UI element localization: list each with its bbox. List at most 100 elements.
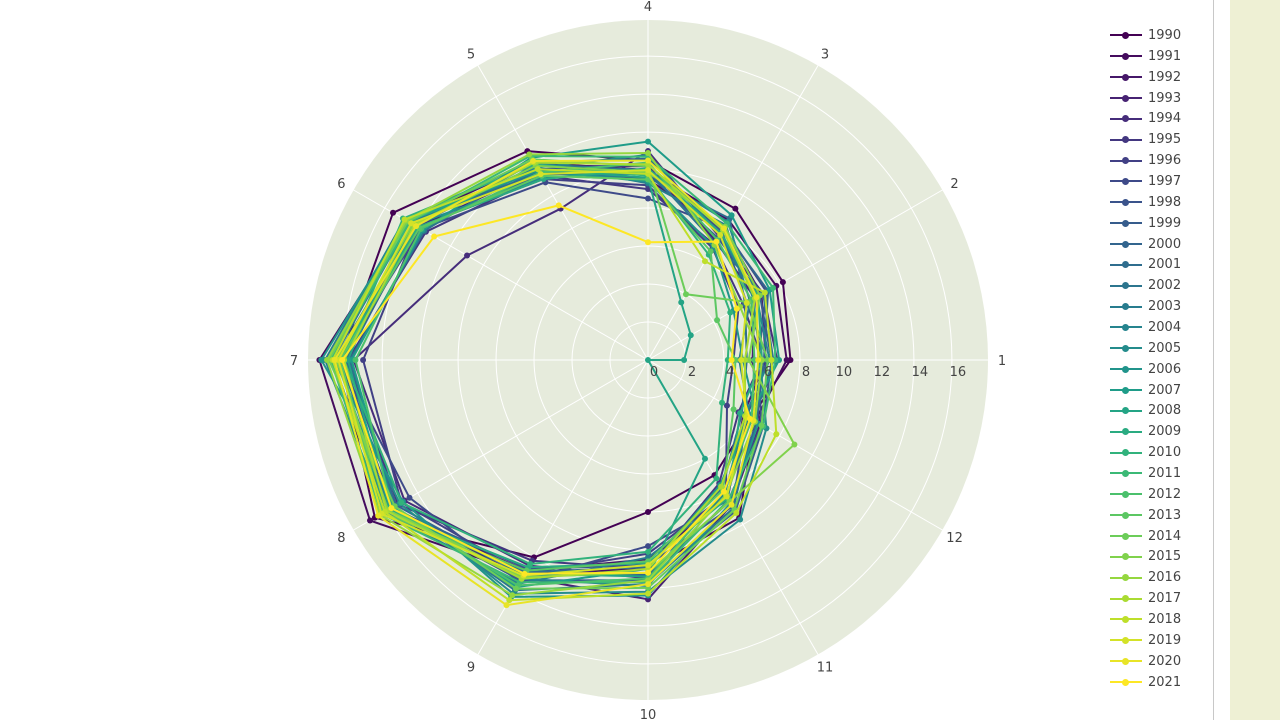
data-point-2018-m11[interactable] [733,509,740,516]
data-point-2018-m5[interactable] [534,166,541,173]
data-point-2012-m7[interactable] [352,357,359,363]
data-point-2020-m11[interactable] [728,501,735,508]
data-point-2021-m11[interactable] [720,488,727,495]
data-point-2018-m9[interactable] [506,597,513,604]
legend-item-1993[interactable]: 1993 [1108,88,1181,109]
data-point-2014-m9[interactable] [512,585,519,592]
data-point-2019-m6[interactable] [408,220,415,227]
data-point-2010-m8[interactable] [398,499,405,506]
legend-item-2007[interactable]: 2007 [1108,380,1181,401]
data-point-2010-m12[interactable] [719,399,726,406]
data-point-2015-m12[interactable] [791,441,798,448]
data-point-1990-m2[interactable] [779,279,786,286]
data-point-2010-m9[interactable] [527,560,534,567]
data-point-2020-m7[interactable] [331,357,338,363]
data-point-2010-m10[interactable] [645,548,651,555]
legend-item-2011[interactable]: 2011 [1108,463,1181,484]
data-point-2019-m2[interactable] [743,300,750,307]
data-point-1991-m8[interactable] [367,517,374,524]
data-point-2010-m2[interactable] [727,309,734,316]
legend-item-2018[interactable]: 2018 [1108,609,1181,630]
data-point-2020-m5[interactable] [530,157,537,164]
data-point-2008-m3[interactable] [678,299,685,306]
data-point-2016-m9[interactable] [509,592,516,599]
data-point-2007-m3[interactable] [728,212,735,219]
data-point-2021-m1[interactable] [728,357,735,363]
data-point-2018-m3[interactable] [701,258,708,265]
legend-item-2021[interactable]: 2021 [1108,672,1181,693]
data-point-2019-m1[interactable] [738,357,745,363]
data-point-2021-m3[interactable] [713,238,720,245]
legend-item-1997[interactable]: 1997 [1108,171,1181,192]
data-point-2013-m3[interactable] [707,248,714,255]
data-point-2019-m3[interactable] [717,231,724,238]
data-point-2021-m5[interactable] [555,202,562,209]
data-point-2020-m1[interactable] [755,357,762,363]
data-point-2008-m12[interactable] [645,357,651,363]
legend-item-2004[interactable]: 2004 [1108,317,1181,338]
legend-item-2006[interactable]: 2006 [1108,359,1181,380]
data-point-1994-m6[interactable] [464,252,471,259]
data-point-2014-m3[interactable] [682,291,689,298]
legend-item-2005[interactable]: 2005 [1108,338,1181,359]
data-point-2018-m2[interactable] [761,289,768,296]
data-point-1997-m8[interactable] [406,494,413,501]
legend-item-1995[interactable]: 1995 [1108,129,1181,150]
data-point-2019-m4[interactable] [645,167,651,174]
data-point-2020-m8[interactable] [375,512,382,519]
legend-item-2002[interactable]: 2002 [1108,275,1181,296]
legend-item-1994[interactable]: 1994 [1108,108,1181,129]
data-point-2013-m4[interactable] [645,176,651,183]
legend-item-2014[interactable]: 2014 [1108,526,1181,547]
legend-item-1990[interactable]: 1990 [1108,25,1181,46]
data-point-2007-m4[interactable] [645,138,651,145]
data-point-2020-m10[interactable] [645,581,651,588]
data-point-2014-m12[interactable] [758,422,765,429]
data-point-2018-m10[interactable] [645,590,651,597]
legend-item-1992[interactable]: 1992 [1108,67,1181,88]
legend-item-1999[interactable]: 1999 [1108,213,1181,234]
legend-item-2009[interactable]: 2009 [1108,421,1181,442]
legend-item-2013[interactable]: 2013 [1108,505,1181,526]
data-point-2018-m12[interactable] [773,431,780,438]
data-point-2021-m10[interactable] [645,569,651,576]
data-point-2019-m5[interactable] [537,171,544,178]
legend-item-2012[interactable]: 2012 [1108,484,1181,505]
legend-item-2019[interactable]: 2019 [1108,630,1181,651]
legend-item-2008[interactable]: 2008 [1108,400,1181,421]
data-point-2020-m4[interactable] [645,157,651,164]
legend-item-2003[interactable]: 2003 [1108,296,1181,317]
data-point-2018-m1[interactable] [768,357,775,363]
data-point-2006-m7[interactable] [318,357,325,363]
data-point-2019-m11[interactable] [723,493,730,500]
data-point-1997-m4[interactable] [645,195,651,202]
data-point-2018-m6[interactable] [401,216,408,223]
data-point-2010-m11[interactable] [713,475,720,482]
data-point-2016-m7[interactable] [323,357,330,363]
legend-item-2010[interactable]: 2010 [1108,442,1181,463]
data-point-1991-m1[interactable] [783,357,790,363]
data-point-1996-m12[interactable] [723,402,730,409]
data-point-2005-m11[interactable] [737,516,744,523]
data-point-2016-m5[interactable] [526,151,533,158]
data-point-2008-m11[interactable] [701,455,708,462]
data-point-2008-m1[interactable] [681,357,688,363]
data-point-2016-m4[interactable] [645,149,651,156]
data-point-2008-m2[interactable] [687,332,694,339]
data-point-2017-m11[interactable] [718,483,725,490]
data-point-1996-m7[interactable] [360,357,367,363]
data-point-1990-m6[interactable] [390,209,397,216]
legend-item-2000[interactable]: 2000 [1108,234,1181,255]
data-point-2021-m12[interactable] [746,415,753,422]
data-point-1997-m10[interactable] [645,543,651,550]
data-point-1990-m10[interactable] [645,508,651,515]
trace-2020[interactable] [331,157,762,609]
data-point-2013-m12[interactable] [730,406,737,413]
data-point-2020-m9[interactable] [503,602,510,609]
data-point-2021-m4[interactable] [645,239,651,246]
data-point-2013-m2[interactable] [714,317,721,324]
data-point-1990-m3[interactable] [732,205,739,212]
legend-item-2001[interactable]: 2001 [1108,254,1181,275]
data-point-2020-m6[interactable] [413,223,420,230]
legend-item-1991[interactable]: 1991 [1108,46,1181,67]
